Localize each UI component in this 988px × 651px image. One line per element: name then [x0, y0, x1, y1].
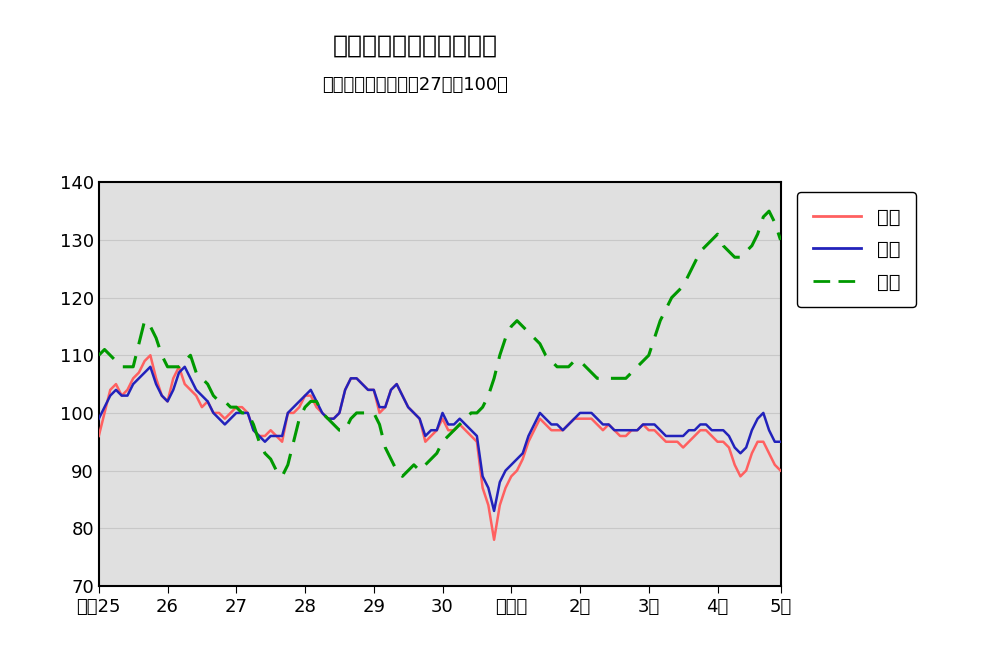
在庫: [758, 213, 770, 221]
出荷: [763, 426, 775, 434]
生産: [763, 449, 775, 457]
在庫: [775, 236, 786, 244]
生産: [282, 409, 293, 417]
出荷: [775, 438, 786, 446]
出荷: [643, 421, 655, 428]
生産: [488, 536, 500, 544]
在庫: [763, 207, 775, 215]
生産: [775, 467, 786, 475]
Line: 生産: 生産: [99, 355, 781, 540]
出荷: [93, 415, 105, 422]
Text: （季節調整済、平成27年＝100）: （季節調整済、平成27年＝100）: [322, 76, 508, 94]
出荷: [282, 409, 293, 417]
在庫: [637, 357, 649, 365]
生産: [476, 484, 488, 492]
在庫: [236, 409, 248, 417]
出荷: [476, 473, 488, 480]
在庫: [568, 357, 580, 365]
生産: [643, 426, 655, 434]
在庫: [277, 473, 288, 480]
出荷: [242, 409, 254, 417]
生産: [144, 352, 156, 359]
出荷: [574, 409, 586, 417]
出荷: [144, 363, 156, 370]
Text: 鳥取県鉱工業指数の推移: 鳥取県鉱工業指数の推移: [332, 34, 498, 57]
Line: 在庫: 在庫: [99, 211, 781, 477]
生産: [574, 415, 586, 422]
Legend: 生産, 出荷, 在庫: 生産, 出荷, 在庫: [797, 192, 916, 307]
在庫: [476, 403, 488, 411]
出荷: [488, 507, 500, 515]
生産: [93, 432, 105, 440]
Line: 出荷: 出荷: [99, 367, 781, 511]
在庫: [282, 461, 293, 469]
在庫: [93, 352, 105, 359]
生産: [242, 409, 254, 417]
